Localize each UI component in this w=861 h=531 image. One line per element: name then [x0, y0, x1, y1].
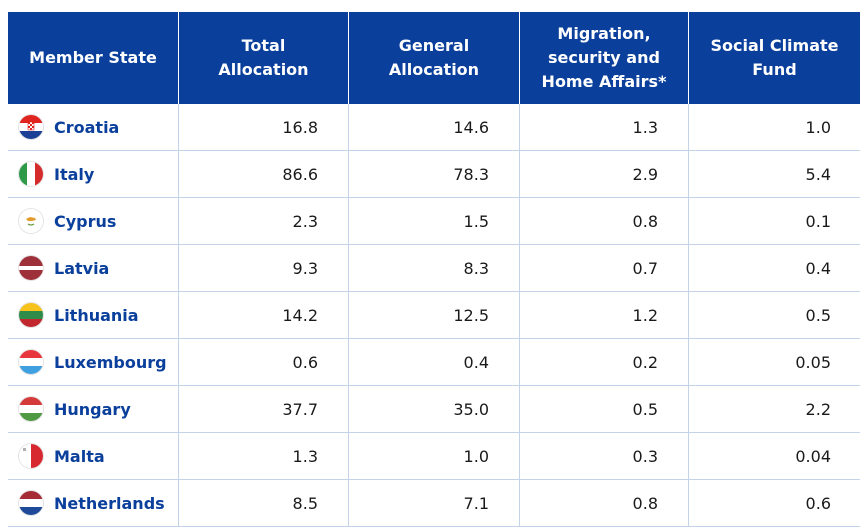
migration-cell: 0.7	[520, 245, 689, 291]
member-state-cell: Luxembourg	[8, 339, 179, 385]
member-state-cell: Netherlands	[8, 480, 179, 526]
member-state-name: Luxembourg	[54, 352, 167, 372]
member-state-name: Latvia	[54, 258, 110, 278]
general-allocation-cell: 14.6	[349, 104, 520, 150]
member-state-name: Hungary	[54, 399, 131, 419]
header-migration: Migration, security and Home Affairs*	[520, 12, 689, 104]
migration-cell: 1.2	[520, 292, 689, 338]
total-allocation-cell: 0.6	[179, 339, 349, 385]
member-state-cell: Latvia	[8, 245, 179, 291]
lithuania-flag-icon	[19, 303, 43, 327]
migration-cell: 2.9	[520, 151, 689, 197]
table-row: Lithuania 14.2 12.5 1.2 0.5	[8, 292, 860, 339]
total-allocation-cell: 9.3	[179, 245, 349, 291]
social-climate-fund-cell: 0.5	[805, 305, 831, 325]
social-climate-fund-cell: 1.0	[805, 117, 831, 137]
member-state-cell: Cyprus	[8, 198, 179, 244]
general-allocation-cell: 8.3	[349, 245, 520, 291]
member-state-name: Cyprus	[54, 211, 117, 231]
allocation-table: Member State Total Allocation General Al…	[8, 12, 860, 527]
social-climate-fund-cell: 0.4	[805, 258, 831, 278]
latvia-flag-icon	[19, 256, 43, 280]
member-state-name: Croatia	[54, 117, 120, 137]
table-row: Latvia 9.3 8.3 0.7 0.4	[8, 245, 860, 292]
total-allocation-cell: 16.8	[179, 104, 349, 150]
member-state-name: Lithuania	[54, 305, 139, 325]
general-allocation-cell: 35.0	[349, 386, 520, 432]
social-climate-fund-cell: 5.4	[805, 164, 831, 184]
table-row: Malta 1.3 1.0 0.3 0.04	[8, 433, 860, 480]
table-row: Croatia 16.8 14.6 1.3 1.0	[8, 104, 860, 151]
table-row: Luxembourg 0.6 0.4 0.2 0.05	[8, 339, 860, 386]
member-state-cell: Italy	[8, 151, 179, 197]
general-allocation-cell: 0.4	[349, 339, 520, 385]
total-allocation-cell: 8.5	[179, 480, 349, 526]
total-allocation-cell: 2.3	[179, 198, 349, 244]
social-climate-fund-cell: 0.05	[795, 352, 831, 372]
table-row: Cyprus 2.3 1.5 0.8 0.1	[8, 198, 860, 245]
member-state-cell: Lithuania	[8, 292, 179, 338]
general-allocation-cell: 7.1	[349, 480, 520, 526]
member-state-name: Malta	[54, 446, 105, 466]
general-allocation-cell: 1.0	[349, 433, 520, 479]
migration-cell: 0.2	[520, 339, 689, 385]
social-climate-fund-cell: 0.6	[805, 493, 831, 513]
migration-cell: 0.5	[520, 386, 689, 432]
croatia-flag-icon	[19, 115, 43, 139]
header-total-allocation: Total Allocation	[179, 12, 349, 104]
social-climate-fund-cell: 0.04	[795, 446, 831, 466]
malta-flag-icon	[19, 444, 43, 468]
italy-flag-icon	[19, 162, 43, 186]
total-allocation-cell: 1.3	[179, 433, 349, 479]
member-state-cell: Malta	[8, 433, 179, 479]
member-state-name: Netherlands	[54, 493, 165, 513]
social-climate-fund-cell: 0.1	[805, 211, 831, 231]
table-row: Hungary 37.7 35.0 0.5 2.2	[8, 386, 860, 433]
member-state-name: Italy	[54, 164, 95, 184]
header-general-allocation: General Allocation	[349, 12, 520, 104]
total-allocation-cell: 14.2	[179, 292, 349, 338]
member-state-cell: Croatia	[8, 104, 179, 150]
hungary-flag-icon	[19, 397, 43, 421]
total-allocation-cell: 37.7	[179, 386, 349, 432]
netherlands-flag-icon	[19, 491, 43, 515]
migration-cell: 0.3	[520, 433, 689, 479]
header-social-climate-fund: Social Climate Fund	[710, 36, 839, 79]
total-allocation-cell: 86.6	[179, 151, 349, 197]
table-row: Netherlands 8.5 7.1 0.8 0.6	[8, 480, 860, 527]
luxembourg-flag-icon	[19, 350, 43, 374]
general-allocation-cell: 1.5	[349, 198, 520, 244]
migration-cell: 1.3	[520, 104, 689, 150]
migration-cell: 0.8	[520, 480, 689, 526]
header-member-state: Member State	[8, 12, 179, 104]
general-allocation-cell: 12.5	[349, 292, 520, 338]
cyprus-flag-icon	[19, 209, 43, 233]
general-allocation-cell: 78.3	[349, 151, 520, 197]
migration-cell: 0.8	[520, 198, 689, 244]
member-state-cell: Hungary	[8, 386, 179, 432]
table-header: Member State Total Allocation General Al…	[8, 12, 860, 104]
social-climate-fund-cell: 2.2	[805, 399, 831, 419]
table-row: Italy 86.6 78.3 2.9 5.4	[8, 151, 860, 198]
